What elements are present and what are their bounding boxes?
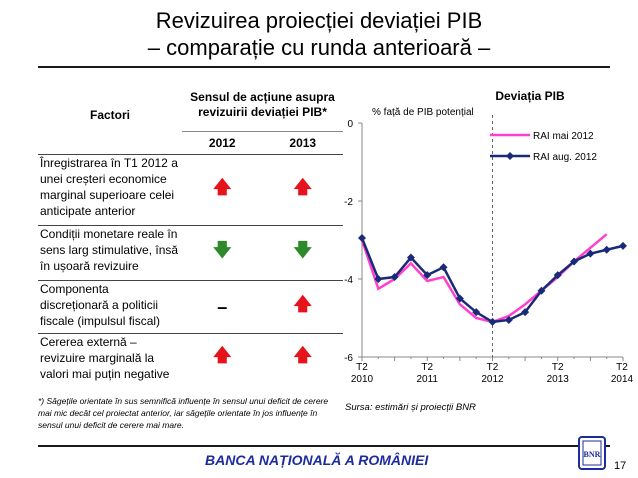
arrow-down-icon: 🡇: [212, 240, 232, 260]
factor-row: Înregistrarea în T1 2012 a unei creșteri…: [38, 154, 343, 226]
x-tick-label: 2013: [547, 374, 570, 385]
x-tick-label: T2: [421, 362, 433, 373]
factor-row: Condiții monetare reale în sens larg sti…: [38, 225, 343, 281]
effect-2013: 🡅: [262, 333, 343, 382]
series-point-1: [504, 315, 513, 324]
source-note: Sursa: estimări și proiecții BNR: [345, 402, 476, 413]
x-tick-label: T2: [616, 362, 628, 373]
factor-label: Condiții monetare reale în sens larg sti…: [38, 225, 182, 281]
factor-row: Componenta discreționară a politicii fis…: [38, 280, 343, 334]
y-tick-label: -2: [344, 197, 353, 208]
series-line-0: [360, 233, 608, 324]
neutral-dash-icon: –: [217, 296, 228, 317]
slide-title-line1: Revizuirea proiecției deviației PIB: [155, 8, 483, 33]
arrow-up-icon: 🡅: [293, 294, 312, 314]
factors-table: Factori Sensul de acțiune asupra revizui…: [38, 76, 343, 382]
series-point-1: [602, 245, 611, 254]
effect-2012: –: [182, 280, 263, 334]
effect-2013: 🡅: [262, 280, 343, 334]
arrow-up-icon: 🡅: [212, 177, 232, 197]
x-tick-label: T2: [356, 362, 368, 373]
chart-title: Deviația PIB: [495, 89, 565, 103]
effect-2012: 🡅: [182, 154, 263, 226]
series-point-1: [619, 241, 627, 250]
arrow-up-icon: 🡅: [293, 345, 312, 365]
series-point-1: [423, 271, 432, 280]
x-tick-label: 2010: [351, 374, 374, 385]
gdp-gap-chart: Deviația PIB % față de PIB potențial 0 -2…: [344, 89, 634, 385]
header-factor: Factori: [89, 108, 130, 122]
x-tick-label: 2012: [481, 374, 504, 385]
x-tick-label: T2: [487, 362, 499, 373]
series-point-1: [374, 275, 383, 283]
factor-label: Cererea externă – revizuire marginală la…: [38, 333, 182, 382]
series-point-1: [586, 249, 595, 258]
arrow-up-icon: 🡅: [212, 345, 232, 365]
x-tick-label: T2: [552, 362, 564, 373]
arrow-down-icon: 🡇: [293, 240, 312, 260]
effect-2012: 🡅: [182, 333, 263, 382]
series-point-1: [553, 271, 562, 280]
series-point-1: [358, 234, 366, 243]
effect-2012: 🡇: [182, 225, 263, 281]
page-number: 17: [614, 460, 627, 472]
legend-label-0: RAI mai 2012: [533, 131, 594, 142]
series-point-1: [455, 294, 464, 303]
arrow-up-icon: 🡅: [293, 177, 312, 197]
x-tick-label: 2011: [416, 374, 438, 385]
series-point-1: [390, 273, 399, 282]
series-point-1: [439, 263, 448, 272]
x-tick-label: 2014: [611, 374, 634, 385]
series-point-1: [406, 253, 415, 262]
footer-rule: [38, 445, 610, 447]
legend-marker-1: [506, 152, 514, 160]
series-point-1: [570, 257, 579, 266]
series-point-1: [521, 308, 530, 317]
legend-label-1: RAI aug. 2012: [533, 152, 597, 163]
logo-text: BNR: [584, 450, 601, 459]
effect-2013: 🡅: [262, 154, 343, 226]
y-tick-label: -6: [344, 353, 353, 364]
year-2012: 2012: [182, 131, 263, 155]
bnr-logo-icon: BNR: [578, 436, 606, 470]
y-tick-label: -4: [344, 275, 353, 286]
title-rule: [38, 66, 610, 68]
header-sense: Sensul de acțiune asupra revizuirii devi…: [190, 90, 335, 119]
bank-name: BANCA NAȚIONALĂ A ROMÂNIEI: [205, 452, 429, 468]
slide-title-line2: – comparație cu runda anterioară –: [147, 35, 491, 60]
effect-2013: 🡇: [262, 225, 343, 281]
factor-label: Componenta discreționară a politicii fis…: [38, 280, 182, 334]
footnote: *) Săgețile orientate în sus semnifică i…: [38, 396, 329, 430]
series-point-1: [488, 317, 497, 326]
y-tick-label: 0: [347, 119, 353, 130]
series-point-1: [537, 286, 546, 295]
chart-ylabel: % față de PIB potențial: [372, 107, 474, 118]
year-2013: 2013: [262, 131, 343, 155]
series-point-1: [472, 308, 481, 317]
factor-label: Înregistrarea în T1 2012 a unei creșteri…: [38, 154, 182, 226]
factor-row: Cererea externă – revizuire marginală la…: [38, 333, 343, 382]
